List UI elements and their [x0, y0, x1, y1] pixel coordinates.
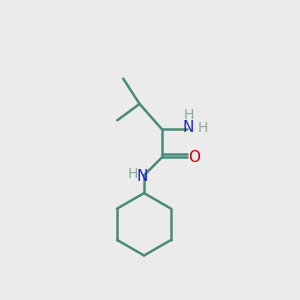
Text: N: N	[183, 120, 194, 135]
Text: H: H	[197, 121, 208, 135]
Text: H: H	[128, 167, 138, 181]
Text: O: O	[189, 150, 201, 165]
Text: H: H	[184, 108, 194, 122]
Text: N: N	[137, 169, 148, 184]
